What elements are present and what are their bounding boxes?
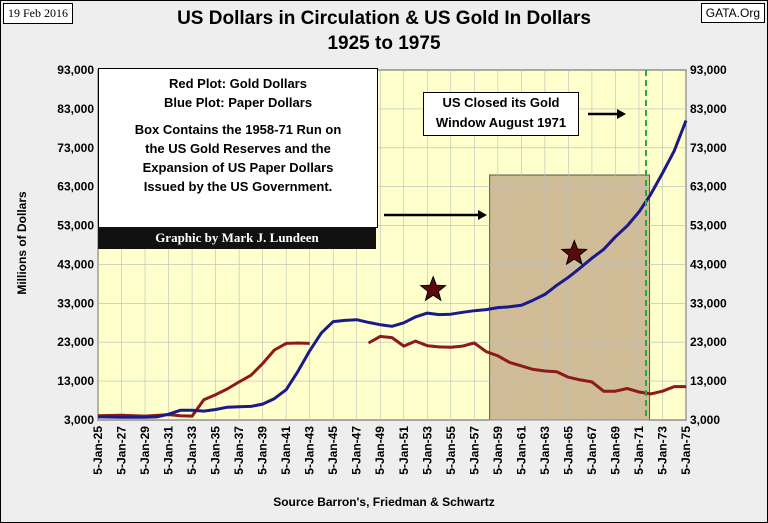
series-line-gold-dollars [367,334,686,396]
y-tick-label-left: 43,000 [57,257,94,271]
y-tick-label-right: 43,000 [690,257,727,271]
chart-title-line1: US Dollars in Circulation & US Gold In D… [177,8,591,29]
y-tick-label-left: 3,000 [64,413,94,427]
source-site-badge: GATA.Org [700,3,765,23]
series-line-gold-dollars [97,341,310,418]
gold-window-note-line2: Window August 1971 [435,115,567,130]
x-tick-label: 5-Jan-39 [256,426,270,475]
arrow-to-window-marker-head [617,109,626,119]
x-tick-label: 5-Jan-57 [467,426,481,475]
y-tick-label-right: 33,000 [690,296,727,310]
x-tick-label: 5-Jan-63 [538,426,552,475]
x-tick-label: 5-Jan-69 [608,426,622,475]
gold-window-note: US Closed its Gold Window August 1971 [423,92,579,136]
chart-title-line2: 1925 to 1975 [327,33,441,54]
gold-window-note-line1: US Closed its Gold [442,95,560,110]
x-tick-label: 5-Jan-73 [655,426,669,475]
y-tick-label-right: 3,000 [690,413,720,427]
x-tick-label: 5-Jan-47 [350,426,364,475]
y-tick-label-right: 63,000 [690,180,727,194]
x-tick-label: 5-Jan-67 [585,426,599,475]
star-marker [419,275,447,302]
legend-box-desc-2: the US Gold Reserves and the [145,141,331,156]
legend-line-paper: Blue Plot: Paper Dollars [163,95,313,110]
x-tick-label: 5-Jan-59 [491,426,505,475]
x-tick-label: 5-Jan-31 [162,426,176,475]
x-tick-label: 5-Jan-55 [444,426,458,475]
x-tick-label: 5-Jan-43 [303,426,317,475]
x-tick-label: 5-Jan-41 [279,426,293,475]
x-tick-label: 5-Jan-45 [326,426,340,475]
y-tick-label-left: 93,000 [57,63,94,77]
x-tick-label: 5-Jan-65 [561,426,575,475]
y-tick-label-left: 63,000 [57,180,94,194]
y-tick-label-right: 83,000 [690,102,727,116]
y-tick-label-right: 73,000 [690,141,727,155]
x-tick-label: 5-Jan-25 [91,426,105,475]
y-tick-label-left: 23,000 [57,335,94,349]
x-tick-label: 5-Jan-29 [138,426,152,475]
date-stamp: 19 Feb 2016 [3,3,73,24]
y-tick-label-left: 33,000 [57,296,94,310]
legend-box-desc-3: Expansion of US Paper Dollars [142,160,334,175]
y-tick-label-left: 73,000 [57,141,94,155]
y-tick-label-right: 93,000 [690,63,727,77]
x-tick-label: 5-Jan-37 [232,426,246,475]
series-line-paper-dollars [97,120,688,419]
star-marker [560,239,588,266]
x-tick-label: 5-Jan-53 [420,426,434,475]
legend-box-desc-4: Issued by the US Government. [143,179,333,194]
x-tick-label: 5-Jan-75 [679,426,693,475]
y-tick-label-left: 83,000 [57,102,94,116]
legend-line-gold: Red Plot: Gold Dollars [169,76,307,91]
x-tick-label: 5-Jan-35 [209,426,223,475]
y-tick-label-right: 23,000 [690,335,727,349]
x-axis-label: Source Barron's, Friedman & Schwartz [273,495,495,509]
x-tick-label: 5-Jan-27 [115,426,129,475]
legend-box-desc-1: Box Contains the 1958-71 Run on [134,122,342,137]
y-tick-label-left: 13,000 [57,374,94,388]
y-tick-label-left: 53,000 [57,219,94,233]
run-on-gold-box [489,174,651,421]
x-tick-label: 5-Jan-71 [632,426,646,475]
y-tick-label-right: 13,000 [690,374,727,388]
y-tick-label-right: 53,000 [690,219,727,233]
x-tick-label: 5-Jan-51 [397,426,411,475]
x-tick-label: 5-Jan-33 [185,426,199,475]
legend-box: Red Plot: Gold Dollars Blue Plot: Paper … [98,68,378,228]
x-tick-label: 5-Jan-49 [373,426,387,475]
arrow-to-box-head [478,210,487,220]
x-tick-label: 5-Jan-61 [514,426,528,475]
author-credit: Graphic by Mark J. Lundeen [98,227,376,249]
